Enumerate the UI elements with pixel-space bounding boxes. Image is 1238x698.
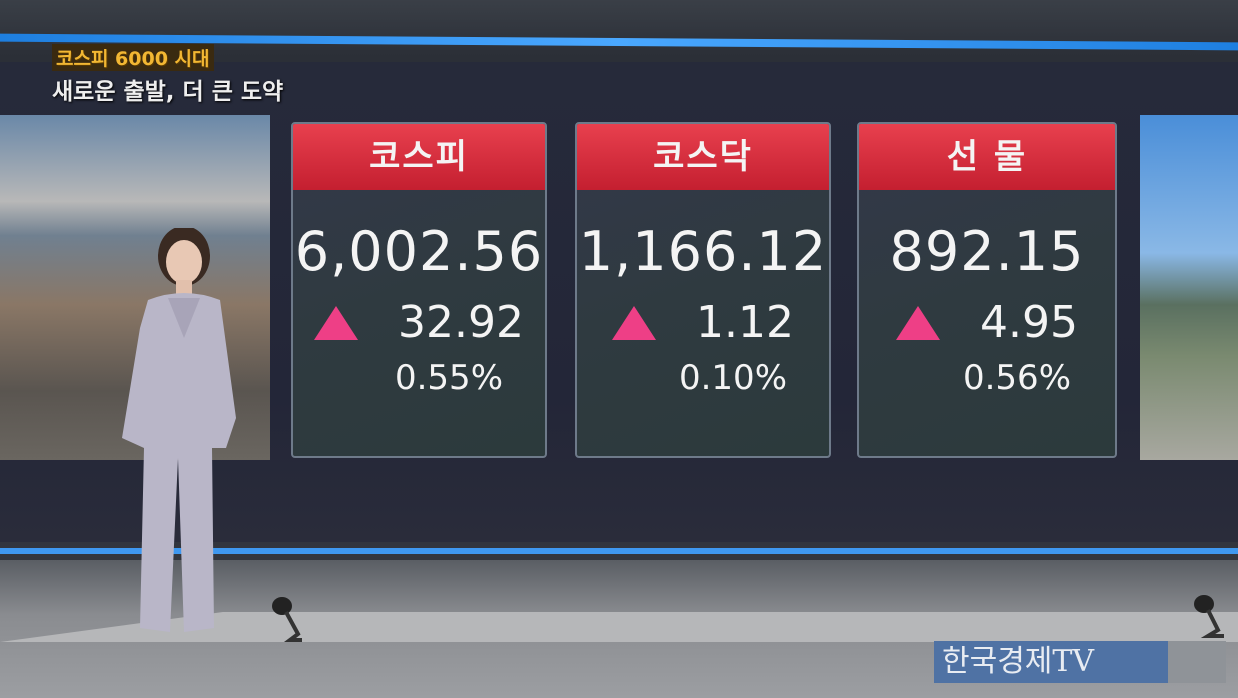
index-value: 6,002.56 — [294, 220, 544, 283]
change-value: 1.12 — [696, 297, 794, 348]
channel-logo: 한국경제TV — [934, 641, 1168, 683]
change-value: 4.95 — [980, 297, 1078, 348]
up-triangle-icon — [896, 305, 941, 340]
panel-title: 코스닥 — [577, 124, 829, 190]
panel-kosdaq: 코스닥 1,166.12 1.12 0.10% — [575, 122, 831, 458]
subheadline-caption: 새로운 출발, 더 큰 도약 — [52, 79, 284, 105]
presenter — [122, 228, 236, 632]
index-value: 1,166.12 — [578, 220, 828, 283]
change-percent: 0.10% — [678, 358, 787, 398]
panel-title: 코스피 — [293, 124, 545, 190]
change-percent: 0.56% — [962, 358, 1071, 398]
up-triangle-icon — [612, 305, 657, 340]
index-value: 892.15 — [889, 220, 1085, 283]
logo-extension — [1168, 641, 1226, 683]
panel-title: 선 물 — [859, 124, 1115, 190]
microphone-icon — [272, 597, 302, 642]
panel-futures: 선 물 892.15 4.95 0.56% — [857, 122, 1117, 458]
headline-caption: 코스피 6000 시대 — [52, 44, 214, 71]
blue-light-strip-bottom — [0, 548, 1238, 554]
microphone-icon — [1194, 595, 1224, 638]
change-value: 32.92 — [398, 297, 524, 348]
panel-kospi: 코스피 6,002.56 32.92 0.55% — [291, 122, 547, 458]
up-triangle-icon — [314, 305, 359, 340]
city-image-right — [1140, 115, 1238, 460]
change-percent: 0.55% — [394, 358, 503, 398]
